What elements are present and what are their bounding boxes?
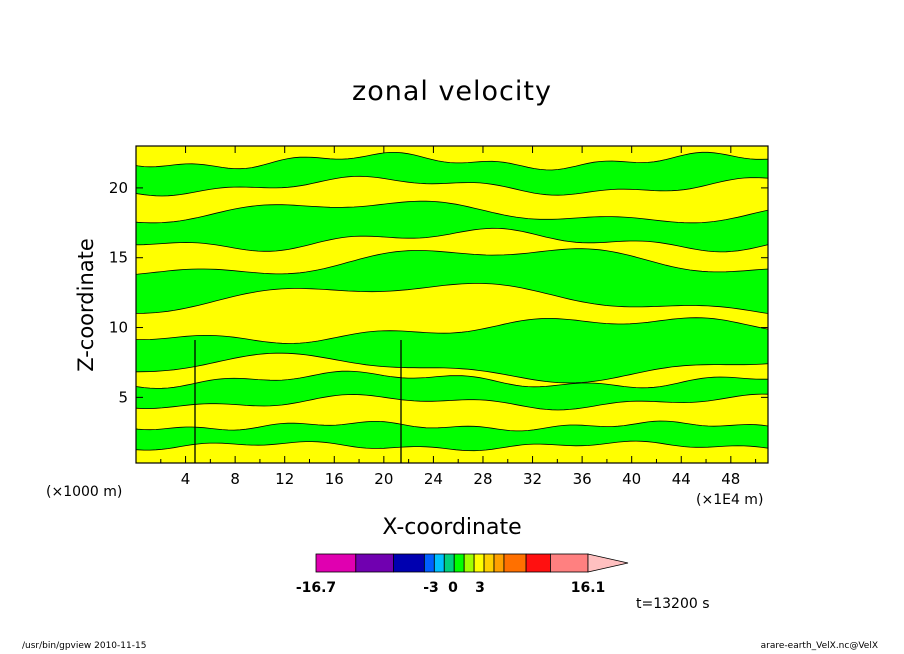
y-axis-unit: (×1000 m): [46, 484, 123, 500]
x-tick-label: 12: [275, 470, 294, 488]
time-label: t=13200 s: [636, 596, 710, 612]
colorbar-segment: [355, 553, 394, 573]
x-tick-label: 4: [181, 470, 191, 488]
y-tick-label: 15: [109, 249, 128, 267]
colorbar-label: 16.1: [571, 580, 606, 596]
x-tick-label: 32: [523, 470, 542, 488]
colorbar-segment: [453, 553, 465, 573]
colorbar-segment: [503, 553, 527, 573]
chart-title: zonal velocity: [352, 76, 552, 107]
x-axis-label: X-coordinate: [382, 515, 522, 540]
footer-left: /usr/bin/gpview 2010-11-15: [22, 641, 147, 651]
x-tick-label: 44: [672, 470, 691, 488]
x-tick-label: 24: [424, 470, 443, 488]
x-axis-unit: (×1E4 m): [696, 492, 764, 508]
footer-right: arare-earth_VelX.nc@VelX: [760, 641, 878, 651]
colorbar-segment: [550, 553, 589, 573]
colorbar-arrow: [587, 553, 629, 573]
y-axis-label: Z-coordinate: [74, 238, 98, 372]
y-axis: 5 10 15 20: [109, 179, 768, 406]
plot-frame: [135, 145, 769, 464]
x-tick-label: 28: [473, 470, 492, 488]
contour-band: [136, 248, 768, 314]
colorbar-label: -16.7: [296, 580, 336, 596]
x-tick-label: 16: [325, 470, 344, 488]
colorbar-segment: [423, 553, 435, 573]
colorbar-segment: [315, 553, 357, 573]
contour-bands: [136, 151, 768, 463]
y-tick-label: 20: [109, 179, 128, 197]
contour-band: [136, 151, 768, 197]
x-tick-label: 8: [230, 470, 240, 488]
colorbar-label: 0: [448, 580, 458, 596]
contour-band: [136, 420, 768, 452]
colorbar-segment: [493, 553, 505, 573]
colorbar-label: -3: [423, 580, 439, 596]
colorbar-segment: [525, 553, 551, 573]
x-tick-label: 48: [721, 470, 740, 488]
x-tick-label: 20: [374, 470, 393, 488]
colorbar-segment: [463, 553, 475, 573]
x-axis: 4 8 12 16 20 24 28 32 36 40 44 48: [160, 146, 757, 488]
colorbar-segment: [473, 553, 485, 573]
x-tick-label: 40: [622, 470, 641, 488]
y-tick-label: 5: [118, 388, 128, 406]
x-tick-label: 36: [573, 470, 592, 488]
colorbar-segment: [433, 553, 445, 573]
colorbar: -16.7 -3 0 3 16.1: [296, 553, 629, 596]
contour-band: [136, 370, 768, 411]
colorbar-segment: [443, 553, 455, 573]
colorbar-label: 3: [475, 580, 485, 596]
colorbar-segment: [483, 553, 495, 573]
contour-band: [136, 317, 768, 384]
colorbar-segment: [392, 553, 425, 573]
y-tick-label: 10: [109, 319, 128, 337]
contour-band: [136, 200, 768, 253]
